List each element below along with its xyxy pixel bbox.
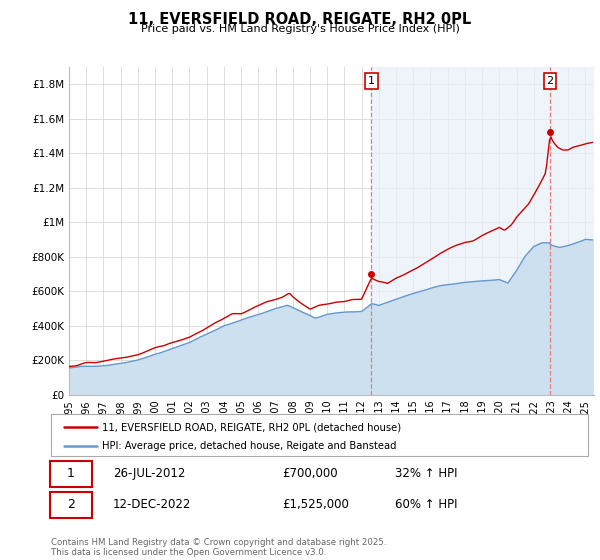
Text: 60% ↑ HPI: 60% ↑ HPI xyxy=(395,498,457,511)
Text: £700,000: £700,000 xyxy=(282,468,338,480)
FancyBboxPatch shape xyxy=(51,414,588,456)
Text: £1,525,000: £1,525,000 xyxy=(282,498,349,511)
Text: 12-DEC-2022: 12-DEC-2022 xyxy=(113,498,191,511)
Text: HPI: Average price, detached house, Reigate and Banstead: HPI: Average price, detached house, Reig… xyxy=(102,441,397,451)
Text: 1: 1 xyxy=(368,76,375,86)
Text: 2: 2 xyxy=(67,498,75,511)
Text: 11, EVERSFIELD ROAD, REIGATE, RH2 0PL (detached house): 11, EVERSFIELD ROAD, REIGATE, RH2 0PL (d… xyxy=(102,422,401,432)
Text: 11, EVERSFIELD ROAD, REIGATE, RH2 0PL: 11, EVERSFIELD ROAD, REIGATE, RH2 0PL xyxy=(128,12,472,27)
Text: Price paid vs. HM Land Registry's House Price Index (HPI): Price paid vs. HM Land Registry's House … xyxy=(140,24,460,34)
Text: 2: 2 xyxy=(547,76,554,86)
Text: 26-JUL-2012: 26-JUL-2012 xyxy=(113,468,185,480)
FancyBboxPatch shape xyxy=(50,492,92,517)
FancyBboxPatch shape xyxy=(50,461,92,487)
Text: 1: 1 xyxy=(67,468,75,480)
Text: 32% ↑ HPI: 32% ↑ HPI xyxy=(395,468,457,480)
Text: Contains HM Land Registry data © Crown copyright and database right 2025.
This d: Contains HM Land Registry data © Crown c… xyxy=(51,538,386,557)
Bar xyxy=(371,67,594,395)
